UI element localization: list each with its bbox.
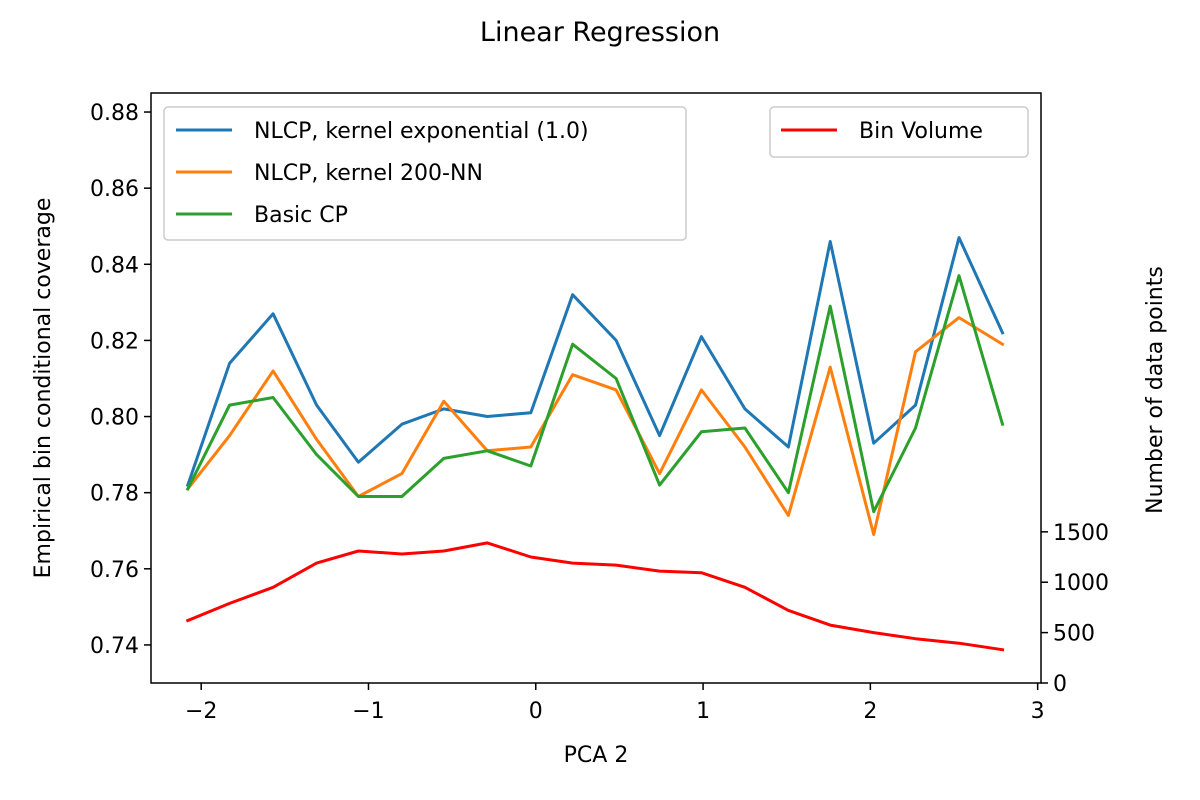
legend-label-basic-cp: Basic CP: [254, 203, 348, 228]
y-tick-label: 0.84: [90, 253, 139, 278]
y-tick-label: 0.78: [90, 482, 139, 507]
x-tick-label: 2: [863, 699, 877, 724]
y2-tick-label: 1000: [1053, 571, 1109, 596]
chart-title: Linear Regression: [480, 17, 720, 48]
legend-coverage-box: [163, 106, 687, 241]
y-tick-label: 0.76: [90, 558, 139, 583]
legend-coverage: NLCP, kernel exponential (1.0) NLCP, ker…: [163, 106, 687, 241]
y-axis-right: 0 500 1000 1500: [1041, 521, 1109, 697]
legend-label-200nn: NLCP, kernel 200-NN: [254, 161, 483, 186]
x-tick-label: 0: [529, 699, 543, 724]
x-tick-label: −1: [352, 699, 384, 724]
series-line-bin-volume: [185, 541, 1005, 652]
y-tick-label: 0.74: [90, 634, 139, 659]
y2-tick-label: 0: [1053, 672, 1067, 697]
x-tick-label: 3: [1031, 699, 1045, 724]
x-axis: −2 −1 0 1 2 3: [185, 683, 1045, 724]
legend-volume-box: [769, 106, 1029, 158]
y2-tick-label: 1500: [1053, 521, 1109, 546]
x-tick-label: −2: [185, 699, 217, 724]
x-axis-label: PCA 2: [564, 743, 629, 768]
series-layer: [185, 236, 1005, 652]
y-axis-label: Empirical bin conditional coverage: [31, 198, 56, 579]
series-line-nlcp-kernel-200-nn: [185, 316, 1005, 536]
y-tick-label: 0.86: [90, 177, 139, 202]
y-tick-label: 0.88: [90, 101, 139, 126]
y2-tick-label: 500: [1053, 622, 1095, 647]
y-tick-label: 0.80: [90, 406, 139, 431]
legend-label-bin-volume: Bin Volume: [859, 119, 983, 144]
legend-volume: Bin Volume: [769, 106, 1029, 158]
legend-label-exponential: NLCP, kernel exponential (1.0): [254, 119, 589, 144]
plot-area: −2 −1 0 1 2 3 0.74 0.76 0.78 0.80 0.82 0.84 0.86 0.8…: [90, 92, 1109, 724]
series-line-nlcp-kernel-exponential-1-0: [185, 236, 1005, 488]
x-tick-label: 1: [696, 699, 710, 724]
y2-axis-label: Number of data points: [1143, 266, 1168, 514]
plot-frame: [150, 92, 1042, 684]
y-axis-left: 0.74 0.76 0.78 0.80 0.82 0.84 0.86 0.88: [90, 101, 151, 659]
series-line-basic-cp: [185, 274, 1005, 514]
y-tick-label: 0.82: [90, 329, 139, 354]
